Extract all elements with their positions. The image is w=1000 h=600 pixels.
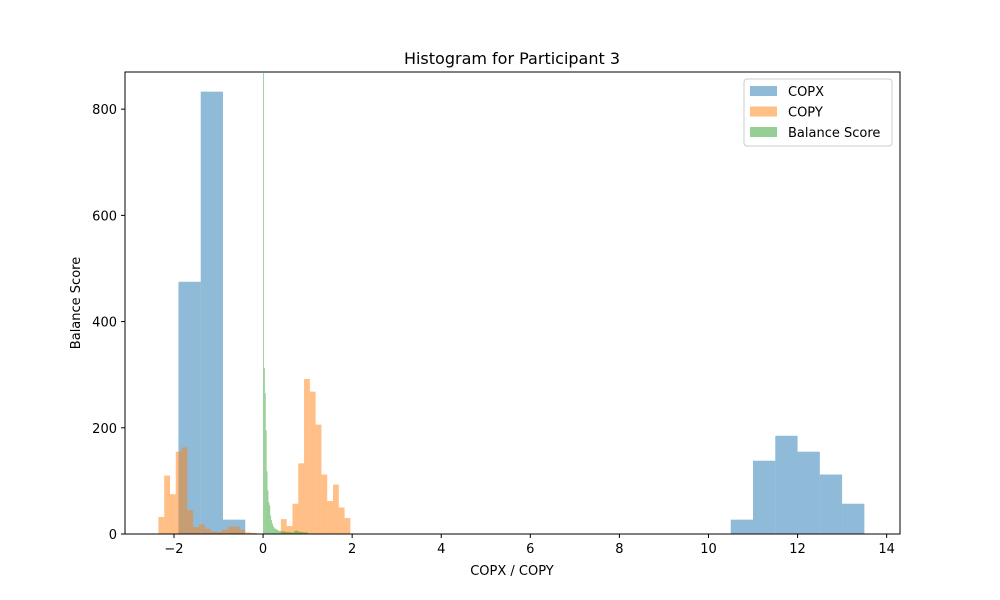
histogram-bar (265, 430, 267, 534)
x-tick-label: 10 (700, 542, 717, 557)
histogram-bar (333, 484, 339, 534)
histogram-bar (271, 520, 272, 534)
legend-label: COPY (788, 106, 823, 121)
x-tick-label: 6 (526, 542, 534, 557)
histogram-bar (304, 378, 310, 534)
histogram-bar (842, 503, 865, 534)
histogram-bar (285, 531, 290, 534)
histogram-bar (289, 532, 295, 534)
x-tick-label: 2 (348, 542, 356, 557)
histogram-bar (274, 528, 277, 534)
histogram-bar (280, 531, 286, 534)
histogram-bar (245, 532, 252, 534)
histogram-bar (181, 447, 188, 534)
y-axis-label: Balance Score (69, 257, 84, 349)
histogram-bar (797, 451, 820, 534)
histogram-bar (278, 530, 281, 534)
legend-label: Balance Score (788, 126, 880, 141)
histogram-bar (251, 532, 257, 534)
x-tick-label: 12 (789, 542, 806, 557)
histogram-bar (158, 517, 165, 534)
histogram-bar (303, 532, 308, 534)
histogram-bar (292, 503, 299, 534)
histogram-bar (280, 519, 287, 534)
histogram-bar (753, 460, 776, 534)
histogram-bar (198, 524, 205, 534)
histogram-bar (298, 531, 304, 534)
histogram-bar (338, 507, 345, 534)
histogram-bar (309, 391, 316, 534)
histogram-bar (204, 528, 211, 534)
x-tick-label: 8 (615, 542, 623, 557)
y-tick-label: 600 (92, 209, 117, 224)
bars-layer (158, 73, 865, 534)
histogram-bar (263, 73, 264, 534)
histogram-bar (294, 530, 299, 534)
histogram-bar (266, 471, 268, 534)
histogram-bar (269, 505, 271, 534)
chart-title: Histogram for Participant 3 (404, 49, 620, 68)
histogram-bar (271, 523, 273, 534)
histogram-bar (175, 451, 182, 534)
y-tick-label: 0 (109, 528, 117, 543)
histogram-bar (344, 518, 351, 534)
legend-box (743, 78, 893, 147)
legend: COPX COPY Balance Score (743, 78, 893, 147)
histogram-bar (264, 393, 266, 534)
histogram-bar (193, 527, 199, 534)
series-copx (178, 91, 865, 534)
histogram-bar (298, 463, 305, 534)
histogram-bar (227, 526, 234, 534)
y-tick-label: 200 (92, 422, 117, 437)
histogram-bar (775, 435, 798, 534)
histogram-bar (315, 424, 322, 534)
histogram-bar (268, 502, 270, 534)
legend-label: COPX (788, 85, 824, 100)
histogram-bar (276, 529, 279, 534)
histogram-bar (286, 526, 293, 534)
x-axis: −2 0 2 4 6 8 10 12 14 (164, 534, 895, 557)
histogram-bar (327, 501, 334, 534)
histogram-bar (730, 519, 754, 534)
histogram-bar (267, 490, 269, 534)
plot-frame (124, 71, 901, 535)
histogram-bar (222, 529, 228, 534)
histogram-bar (273, 527, 275, 534)
x-tick-label: −2 (164, 542, 183, 557)
histogram-bar (169, 494, 176, 534)
x-tick-label: 0 (259, 542, 267, 557)
histogram-bar (321, 474, 328, 534)
x-axis-label: COPX / COPY (470, 564, 554, 579)
histogram-bar (239, 529, 246, 534)
legend-swatch (750, 127, 777, 137)
histogram-bar (216, 531, 223, 534)
x-tick-label: 4 (437, 542, 445, 557)
y-tick-label: 800 (92, 103, 117, 118)
legend-swatch (750, 86, 777, 96)
histogram-bar (233, 526, 240, 534)
series-copy (158, 378, 351, 534)
histogram-bar (270, 515, 272, 534)
histogram-bar (164, 475, 170, 534)
histogram-bar (263, 367, 265, 534)
series-balance-score (263, 73, 308, 534)
histogram-bar (272, 526, 274, 534)
histogram-bar (187, 510, 194, 534)
histogram-bar (210, 531, 217, 534)
y-axis: 0 200 400 600 800 (92, 103, 125, 543)
legend-swatch (750, 106, 777, 117)
y-tick-label: 400 (92, 316, 117, 331)
x-tick-label: 14 (878, 542, 895, 557)
histogram-bar (819, 474, 843, 534)
histogram-bar (200, 91, 223, 534)
